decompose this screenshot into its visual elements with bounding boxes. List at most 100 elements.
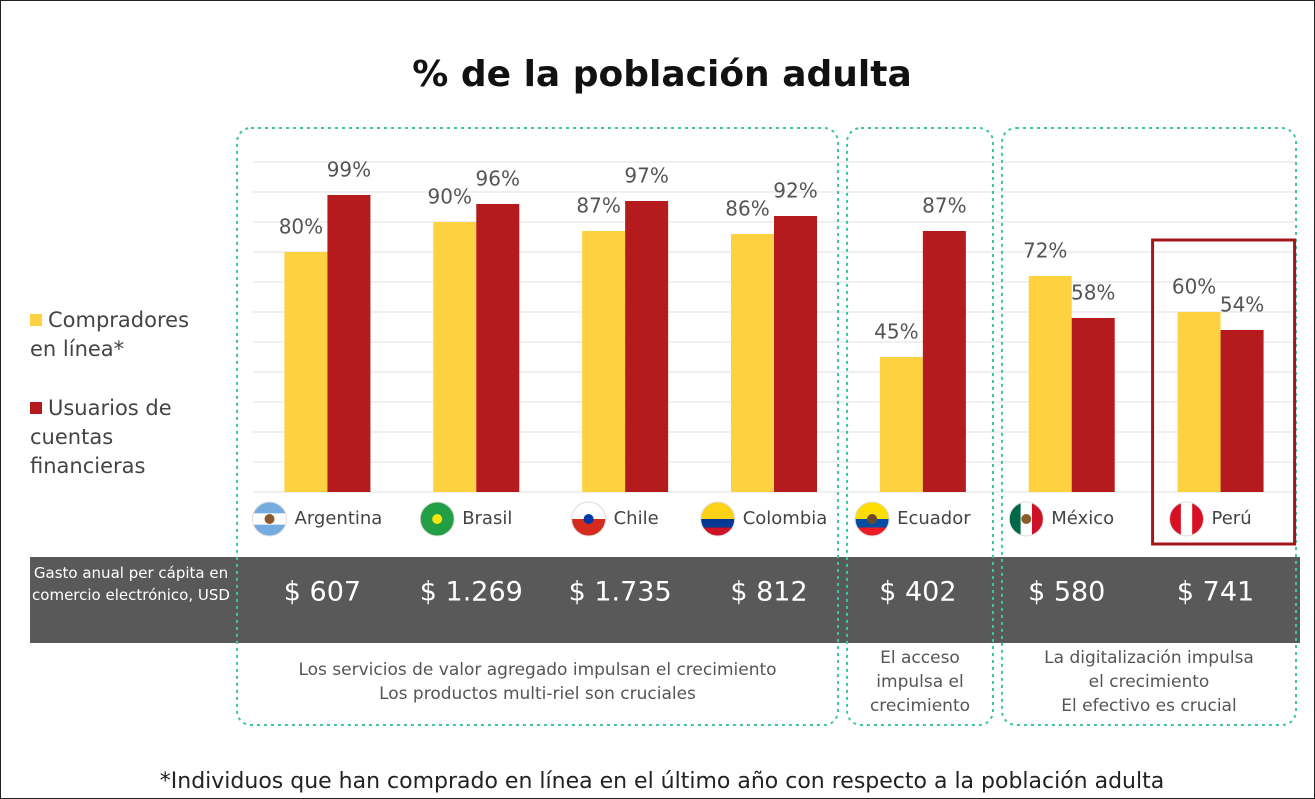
spending-value: $ 580: [1028, 577, 1105, 608]
flag-stripe: [1009, 502, 1022, 536]
flag-stripe: [1192, 502, 1204, 536]
flag-ring: [1008, 501, 1044, 537]
data-label: 87%: [922, 194, 966, 218]
data-label: 58%: [1071, 281, 1115, 305]
bar: [433, 222, 477, 492]
bar: [476, 204, 520, 492]
flag: [571, 502, 606, 536]
flag-ring: [252, 501, 288, 537]
flag: [1169, 502, 1204, 536]
flag-ring: [419, 501, 455, 537]
flag: [420, 502, 455, 536]
data-label: 45%: [874, 320, 918, 344]
group-note: La digitalización impulsa: [1044, 648, 1254, 668]
bar: [1028, 276, 1072, 492]
flag: [1009, 502, 1044, 536]
flag-stripe: [700, 502, 735, 511]
legend-label: Compradores en línea*: [30, 308, 190, 361]
flag-emblem: [264, 514, 275, 524]
x-tick-label: Chile: [614, 508, 659, 529]
x-tick-label: Ecuador: [897, 508, 971, 529]
flag: [855, 502, 890, 536]
group-box: [846, 127, 994, 726]
data-label: 92%: [773, 179, 817, 203]
group-note: impulsa el: [876, 672, 963, 692]
x-tick-label: México: [1051, 508, 1114, 529]
highlight-box: [1151, 238, 1297, 546]
chart-title: % de la población adulta: [412, 54, 912, 95]
legend-label: Usuarios de cuentas financieras: [30, 396, 172, 478]
legend-swatch: [30, 402, 42, 414]
flag-stripe: [700, 527, 735, 536]
legend-entry: Usuarios de cuentas financieras: [30, 394, 220, 481]
data-label: 87%: [576, 194, 620, 218]
bar: [1071, 318, 1115, 492]
bar: [327, 195, 371, 492]
flag-ring: [700, 501, 736, 537]
flag-stripe: [700, 510, 735, 520]
flag-stripe: [855, 527, 890, 536]
group-note: crecimiento: [870, 696, 970, 716]
flag: [252, 502, 287, 536]
x-tick-label: Perú: [1212, 508, 1252, 529]
spending-title: Gasto anual per cápita en comercio elect…: [32, 564, 230, 604]
x-tick-label: Brasil: [462, 508, 512, 529]
spending-value: $ 812: [730, 577, 807, 608]
spending-value: $ 741: [1177, 577, 1254, 608]
spending-value: $ 1.269: [420, 577, 523, 608]
bar: [922, 231, 966, 492]
flag-stripe: [571, 502, 606, 520]
spending-band: [30, 557, 1300, 643]
spending-value: $ 402: [879, 577, 956, 608]
bar: [625, 201, 669, 492]
bar: [1177, 312, 1221, 492]
flag-emblem: [1021, 514, 1032, 524]
spending-value: $ 607: [284, 577, 361, 608]
group-box: [1001, 127, 1297, 726]
data-label: 97%: [624, 164, 668, 188]
group-note: El acceso: [880, 648, 960, 668]
data-label: 60%: [1172, 275, 1216, 299]
data-label: 90%: [428, 185, 472, 209]
data-label: 72%: [1023, 239, 1067, 263]
bar: [879, 357, 923, 492]
bar: [582, 231, 626, 492]
flag-stripe: [1169, 502, 1182, 536]
flag-stripe: [1031, 502, 1044, 536]
bar: [774, 216, 817, 492]
x-tick-label: Argentina: [295, 508, 383, 529]
flag: [700, 502, 735, 536]
group-note: el crecimiento: [1089, 672, 1210, 692]
flag-stripe: [855, 502, 890, 511]
group-note: El efectivo es crucial: [1061, 696, 1236, 716]
data-label: 99%: [327, 158, 371, 182]
flag-ring: [854, 501, 890, 537]
x-tick-label: Colombia: [743, 508, 828, 529]
bar: [284, 252, 328, 492]
legend-entry: Compradores en línea*: [30, 306, 220, 364]
flag-stripe: [700, 519, 735, 528]
flag-stripe: [252, 524, 287, 536]
bar: [1220, 330, 1264, 492]
data-label: 86%: [725, 197, 769, 221]
group-note: Los servicios de valor agregado impulsan…: [298, 660, 776, 680]
footnote: *Individuos que han comprado en línea en…: [160, 769, 1164, 794]
bar: [731, 234, 774, 492]
legend-swatch: [30, 314, 42, 326]
data-label: 96%: [476, 167, 520, 191]
flag-emblem: [583, 514, 594, 524]
spending-value: $ 1.735: [569, 577, 672, 608]
group-box: [236, 127, 839, 726]
flag-stripe: [571, 519, 606, 536]
flag-stripe: [252, 502, 287, 514]
flag-emblem: [867, 514, 878, 524]
flag-ring: [571, 501, 607, 537]
data-label: 80%: [279, 215, 323, 239]
data-label: 54%: [1220, 293, 1264, 317]
group-note: Los productos multi-riel son cruciales: [379, 684, 696, 704]
flag-ring: [1169, 501, 1205, 537]
flag-emblem: [432, 514, 443, 524]
flag-stripe: [1180, 502, 1193, 536]
